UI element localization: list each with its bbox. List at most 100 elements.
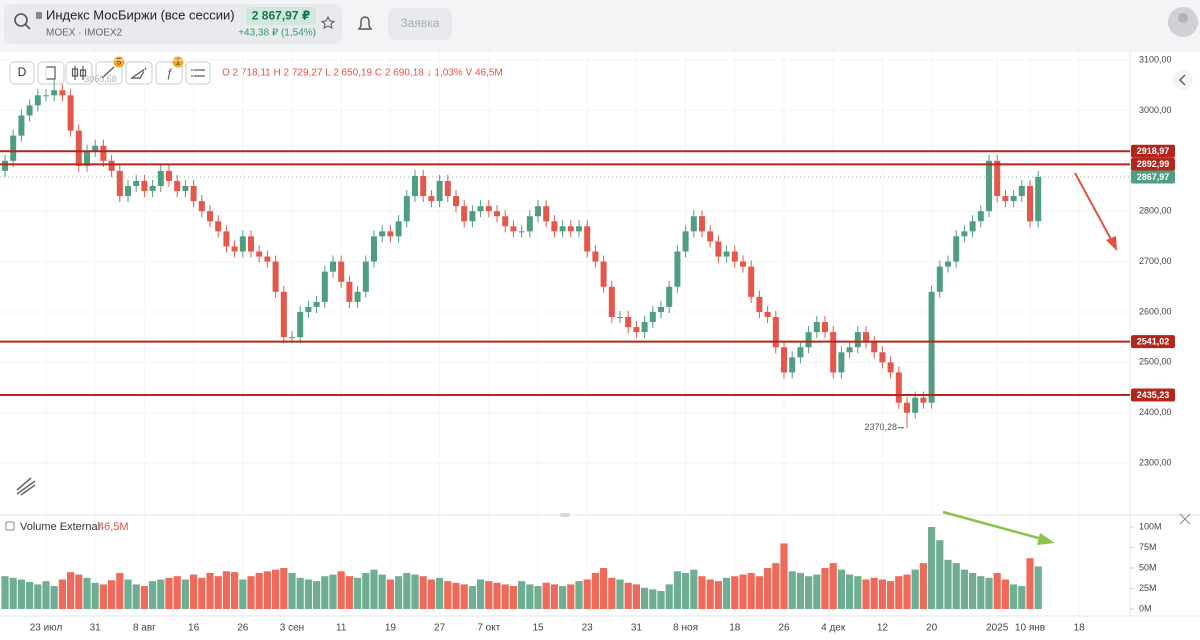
drawing-button[interactable] — [95, 61, 123, 85]
volume-bar — [493, 582, 501, 609]
collapse-button[interactable] — [1173, 70, 1193, 90]
volume-bar — [632, 584, 640, 609]
volume-bar — [296, 577, 304, 609]
volume-bar — [780, 543, 788, 609]
candle-body — [789, 357, 796, 373]
candle-body — [748, 266, 755, 297]
interval-button[interactable] — [9, 61, 35, 85]
logo-stroke — [16, 480, 36, 495]
candle-body — [215, 221, 222, 232]
chart-type-button[interactable] — [65, 61, 93, 85]
candle-body — [469, 211, 476, 222]
candle-body — [223, 231, 230, 247]
volume-bar — [837, 569, 845, 609]
candle-body — [280, 291, 287, 338]
y-tick-label: 2300,00 — [1139, 458, 1172, 468]
volume-bar — [1034, 566, 1042, 609]
candle-body — [461, 206, 468, 222]
formula-button[interactable] — [155, 61, 183, 85]
candle-body — [846, 347, 853, 353]
candle-body — [576, 226, 582, 232]
candle-body — [617, 317, 623, 319]
x-tick-label: 4 дек — [821, 623, 846, 634]
level-label: 2892,99 — [1137, 159, 1170, 169]
volume-bar — [509, 586, 517, 609]
volume-bar — [83, 577, 91, 609]
volume-bar — [313, 581, 321, 609]
volume-legend-name: Volume External — [20, 521, 100, 533]
order-button[interactable] — [388, 8, 452, 40]
candle-body — [584, 226, 591, 252]
indicators-button[interactable] — [37, 61, 65, 85]
x-tick-label: 7 окт — [477, 623, 500, 634]
y-tick-label: 3000,00 — [1139, 105, 1172, 115]
volume-bar — [50, 586, 58, 609]
volume-bar — [17, 579, 25, 609]
pane-expand-icon[interactable] — [1179, 513, 1191, 525]
volume-bar — [550, 584, 558, 609]
low-marker: 2370,28 — [864, 422, 897, 432]
x-tick-label: 12 — [877, 623, 889, 634]
shapes-button[interactable] — [125, 61, 153, 85]
level-label-bg — [1131, 335, 1175, 349]
candle-body — [313, 301, 320, 307]
candle-body — [207, 211, 213, 222]
x-tick-label: 23 — [582, 623, 594, 634]
favorite-star[interactable] — [320, 15, 336, 29]
x-tick-label: 31 — [90, 623, 102, 634]
x-tick-label: 26 — [778, 623, 790, 634]
volume-bar — [657, 590, 665, 609]
badge — [172, 56, 184, 68]
y-tick-label: 2800,00 — [1139, 206, 1172, 216]
candle-body — [879, 352, 886, 363]
volume-bar — [108, 580, 116, 609]
volume-bar — [829, 563, 837, 609]
volume-bar — [870, 577, 878, 609]
volume-bar — [526, 584, 534, 609]
candle-body — [477, 206, 484, 212]
candle-body — [231, 246, 238, 252]
volume-bar — [362, 572, 370, 609]
volume-bar — [75, 574, 83, 609]
badge-count: 1 — [176, 58, 181, 67]
volume-bar — [149, 581, 157, 609]
volume-bar — [682, 572, 690, 609]
x-tick-label: 19 — [385, 623, 397, 634]
volume-bar — [698, 576, 706, 609]
volume-bar — [247, 576, 255, 609]
volume-bar — [181, 579, 189, 609]
high-marker: 3060,68 — [84, 74, 117, 84]
alert-bell[interactable] — [357, 16, 373, 30]
candle-body — [961, 231, 968, 237]
level-label-bg — [1131, 157, 1175, 171]
search-icon[interactable] — [14, 13, 28, 27]
volume-bar — [944, 559, 952, 609]
volume-bar — [739, 574, 747, 609]
pane-handle[interactable] — [560, 513, 570, 517]
volume-bar — [600, 568, 608, 609]
candle-body — [84, 150, 90, 166]
candle-body — [994, 160, 1001, 197]
volume-bar — [788, 571, 796, 609]
candle-body — [354, 291, 361, 302]
volume-bar — [919, 563, 927, 609]
volume-bar — [575, 581, 583, 609]
candle-body — [526, 216, 533, 232]
avatar-head — [1178, 13, 1188, 23]
volume-bar — [132, 584, 140, 609]
logo-stroke — [20, 484, 36, 496]
candle-body — [518, 231, 525, 233]
price-badge — [246, 7, 316, 25]
volume-bar — [624, 582, 632, 609]
candle-body — [133, 180, 140, 187]
volume-bar — [272, 569, 280, 609]
settings-button[interactable] — [185, 61, 211, 85]
candle-body — [936, 266, 943, 292]
volume-bar — [501, 584, 509, 609]
y-tick-label: 50M — [1139, 562, 1157, 572]
icon-candle-body — [79, 69, 87, 77]
price-change: +43,38 ₽ (1,54%) — [238, 28, 316, 39]
volume-bar — [1010, 584, 1018, 609]
volume-bar — [124, 579, 132, 609]
